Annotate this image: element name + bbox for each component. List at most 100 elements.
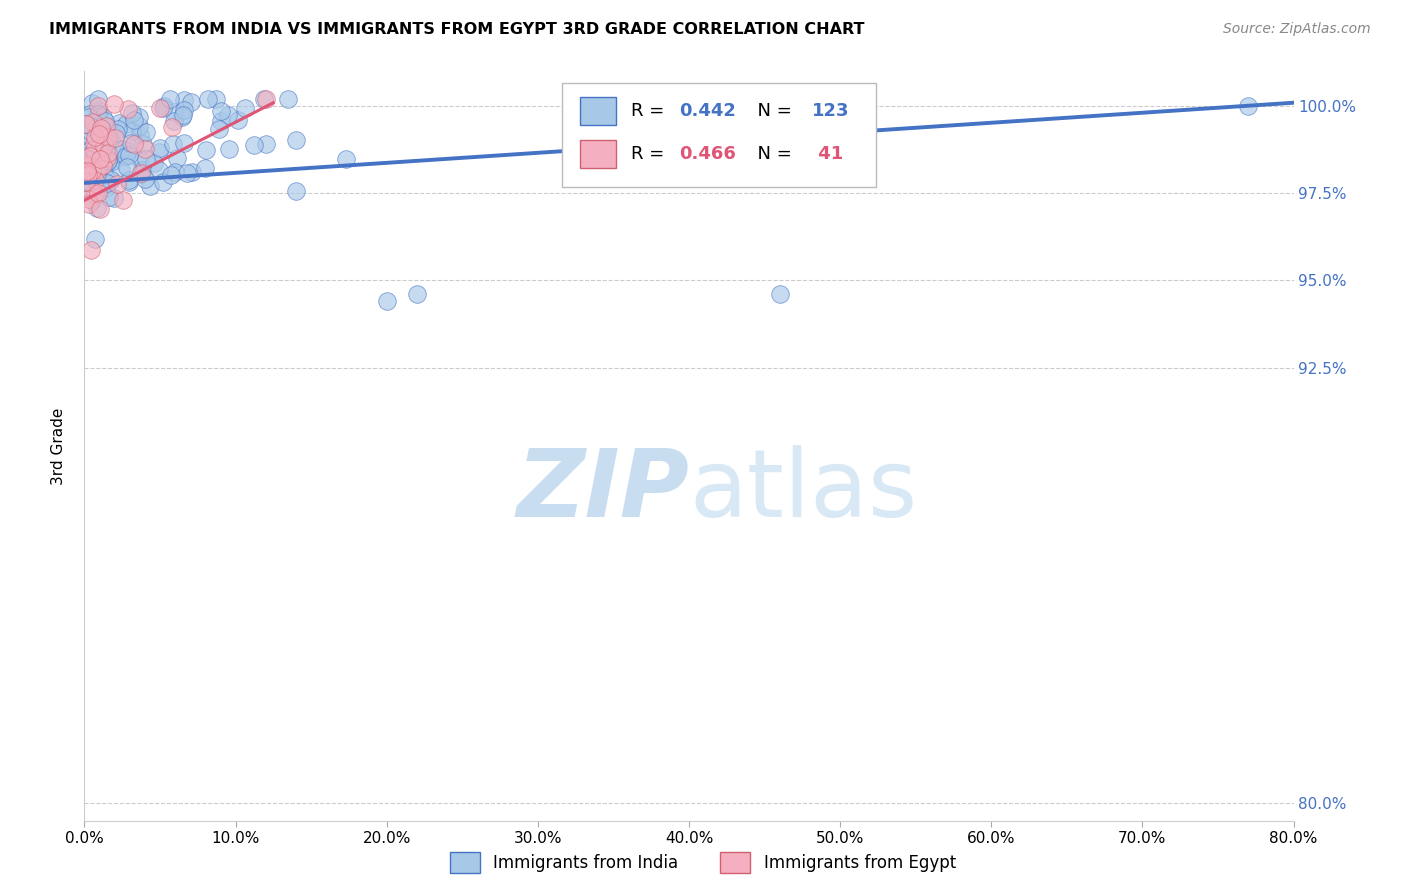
Point xyxy=(91,128,114,142)
Point xyxy=(122,112,145,127)
Point xyxy=(75,117,97,131)
Text: R =: R = xyxy=(631,145,669,162)
Point xyxy=(97,189,120,203)
Point xyxy=(129,128,152,143)
Point xyxy=(80,243,103,257)
Point xyxy=(83,143,105,157)
Point xyxy=(375,294,398,309)
Point xyxy=(166,151,188,165)
Point xyxy=(254,92,277,106)
Point xyxy=(75,143,97,157)
Text: 0.466: 0.466 xyxy=(679,145,737,162)
Point xyxy=(217,108,239,122)
Point xyxy=(89,128,111,142)
Point xyxy=(194,161,217,175)
Point xyxy=(77,193,100,207)
Text: N =: N = xyxy=(745,102,797,120)
Point xyxy=(75,127,97,141)
Point xyxy=(76,169,98,183)
Point xyxy=(82,115,104,129)
Point xyxy=(111,193,134,207)
Point xyxy=(80,193,103,207)
Point xyxy=(128,110,150,124)
Point xyxy=(82,149,104,163)
Point xyxy=(110,163,132,178)
Point xyxy=(87,107,110,121)
Point xyxy=(96,120,118,134)
Point xyxy=(94,120,117,134)
Point xyxy=(80,125,103,139)
Point xyxy=(121,105,143,120)
Point xyxy=(96,175,118,189)
Point xyxy=(76,163,98,178)
Point xyxy=(159,92,181,106)
Point xyxy=(107,142,129,156)
Point xyxy=(97,154,120,169)
Point xyxy=(75,164,97,178)
Point xyxy=(101,154,124,169)
Point xyxy=(83,137,105,152)
Point xyxy=(101,154,124,169)
Point xyxy=(148,163,170,178)
Point xyxy=(172,110,194,124)
Point xyxy=(118,175,141,189)
Point xyxy=(82,95,104,110)
Point xyxy=(135,153,157,167)
FancyBboxPatch shape xyxy=(562,83,876,187)
Point xyxy=(94,132,117,146)
Point xyxy=(80,164,103,178)
Point xyxy=(93,110,115,124)
Point xyxy=(152,175,174,189)
Point xyxy=(233,101,256,115)
Point xyxy=(96,180,118,194)
Point xyxy=(181,165,204,179)
Point xyxy=(128,119,150,133)
Point xyxy=(93,139,115,153)
Y-axis label: 3rd Grade: 3rd Grade xyxy=(51,408,66,484)
Point xyxy=(152,102,174,116)
Point xyxy=(173,93,195,107)
Point xyxy=(134,142,156,156)
Point xyxy=(135,125,157,139)
Point xyxy=(104,131,127,145)
Point xyxy=(96,130,118,145)
Point xyxy=(153,99,176,113)
Point xyxy=(84,124,107,138)
Text: Source: ZipAtlas.com: Source: ZipAtlas.com xyxy=(1223,22,1371,37)
Point xyxy=(86,167,108,181)
Point xyxy=(121,124,143,138)
Point xyxy=(180,95,202,109)
Point xyxy=(108,116,131,130)
Point xyxy=(79,146,101,161)
Point xyxy=(118,172,141,186)
Point xyxy=(122,137,145,152)
Point xyxy=(160,169,183,183)
Point xyxy=(89,152,111,166)
Point xyxy=(77,175,100,189)
Point xyxy=(208,122,231,136)
FancyBboxPatch shape xyxy=(581,139,616,168)
Point xyxy=(86,92,108,106)
Text: 0.442: 0.442 xyxy=(679,102,737,120)
Point xyxy=(176,166,198,180)
Text: atlas: atlas xyxy=(689,445,917,537)
Point xyxy=(162,136,184,151)
Point xyxy=(129,167,152,181)
Point xyxy=(77,161,100,176)
Point xyxy=(83,136,105,150)
Point xyxy=(769,287,792,301)
Point xyxy=(96,151,118,165)
Point xyxy=(87,99,110,113)
Point xyxy=(94,161,117,175)
Point xyxy=(103,191,125,205)
Point xyxy=(149,101,172,115)
Point xyxy=(79,106,101,120)
Point xyxy=(107,178,129,192)
Point xyxy=(254,136,277,151)
Point xyxy=(118,148,141,162)
Point xyxy=(209,114,232,128)
Point xyxy=(117,102,139,116)
Point xyxy=(148,145,170,160)
Text: IMMIGRANTS FROM INDIA VS IMMIGRANTS FROM EGYPT 3RD GRADE CORRELATION CHART: IMMIGRANTS FROM INDIA VS IMMIGRANTS FROM… xyxy=(49,22,865,37)
Text: R =: R = xyxy=(631,102,669,120)
